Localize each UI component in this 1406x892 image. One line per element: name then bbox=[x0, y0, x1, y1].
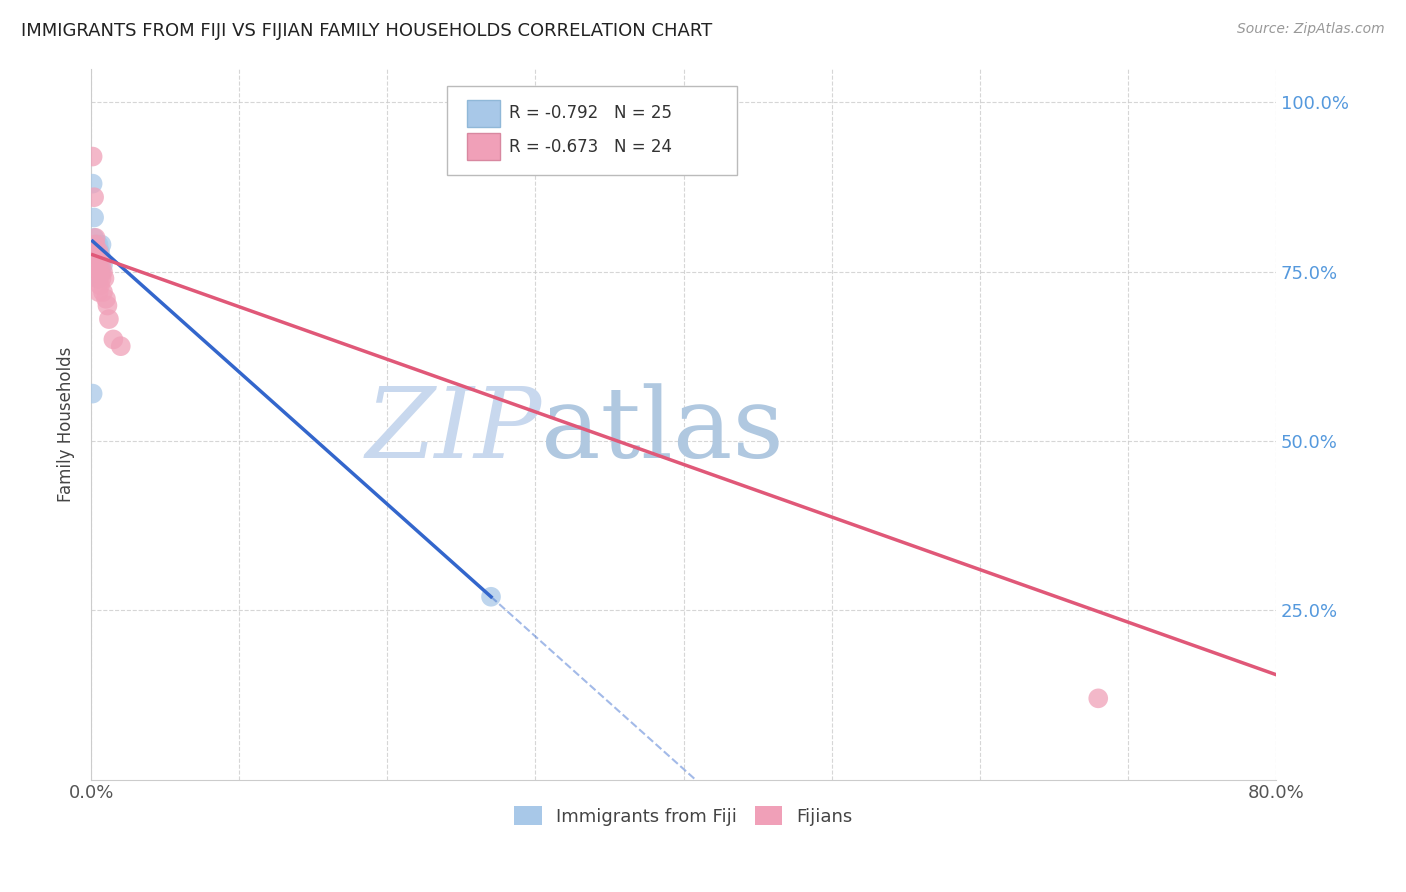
Text: Source: ZipAtlas.com: Source: ZipAtlas.com bbox=[1237, 22, 1385, 37]
Point bbox=[86, 251, 108, 265]
Point bbox=[93, 271, 115, 285]
Point bbox=[103, 333, 125, 347]
Y-axis label: Family Households: Family Households bbox=[58, 346, 75, 502]
Point bbox=[90, 237, 112, 252]
Text: ZIP: ZIP bbox=[366, 384, 541, 479]
FancyBboxPatch shape bbox=[447, 87, 737, 175]
Point bbox=[86, 265, 108, 279]
Point bbox=[90, 258, 112, 272]
Point bbox=[90, 271, 112, 285]
Point bbox=[97, 312, 120, 326]
Text: R = -0.792   N = 25: R = -0.792 N = 25 bbox=[509, 104, 672, 122]
Text: R = -0.673   N = 24: R = -0.673 N = 24 bbox=[509, 137, 672, 156]
Point bbox=[84, 251, 107, 265]
Point bbox=[89, 265, 111, 279]
Point bbox=[84, 244, 107, 259]
Point bbox=[86, 271, 108, 285]
Point bbox=[87, 271, 110, 285]
Point bbox=[89, 265, 111, 279]
Point bbox=[96, 299, 118, 313]
Point bbox=[87, 271, 110, 285]
FancyBboxPatch shape bbox=[467, 133, 501, 161]
Point bbox=[89, 251, 111, 265]
Point bbox=[89, 251, 111, 265]
Legend: Immigrants from Fiji, Fijians: Immigrants from Fiji, Fijians bbox=[505, 797, 862, 835]
Point bbox=[86, 237, 108, 252]
Point bbox=[479, 590, 502, 604]
Point bbox=[82, 386, 104, 401]
Point bbox=[89, 244, 111, 259]
Point bbox=[87, 244, 110, 259]
Point bbox=[86, 258, 108, 272]
Point bbox=[84, 237, 107, 252]
Point bbox=[86, 258, 108, 272]
Point bbox=[91, 265, 114, 279]
Point bbox=[83, 211, 105, 225]
Text: atlas: atlas bbox=[541, 384, 785, 479]
Point bbox=[86, 265, 108, 279]
Point bbox=[84, 231, 107, 245]
Point bbox=[83, 231, 105, 245]
Point bbox=[1087, 691, 1109, 706]
Point bbox=[82, 177, 104, 191]
FancyBboxPatch shape bbox=[467, 100, 501, 127]
Point bbox=[87, 237, 110, 252]
Point bbox=[89, 278, 111, 293]
Point bbox=[91, 285, 114, 299]
Point bbox=[84, 237, 107, 252]
Point bbox=[83, 190, 105, 204]
Point bbox=[90, 265, 112, 279]
Point bbox=[82, 150, 104, 164]
Text: IMMIGRANTS FROM FIJI VS FIJIAN FAMILY HOUSEHOLDS CORRELATION CHART: IMMIGRANTS FROM FIJI VS FIJIAN FAMILY HO… bbox=[21, 22, 713, 40]
Point bbox=[87, 251, 110, 265]
Point bbox=[90, 251, 112, 265]
Point bbox=[84, 258, 107, 272]
Point bbox=[91, 258, 114, 272]
Point bbox=[94, 292, 117, 306]
Point bbox=[87, 265, 110, 279]
Point bbox=[87, 285, 110, 299]
Point bbox=[86, 251, 108, 265]
Point bbox=[110, 339, 132, 353]
